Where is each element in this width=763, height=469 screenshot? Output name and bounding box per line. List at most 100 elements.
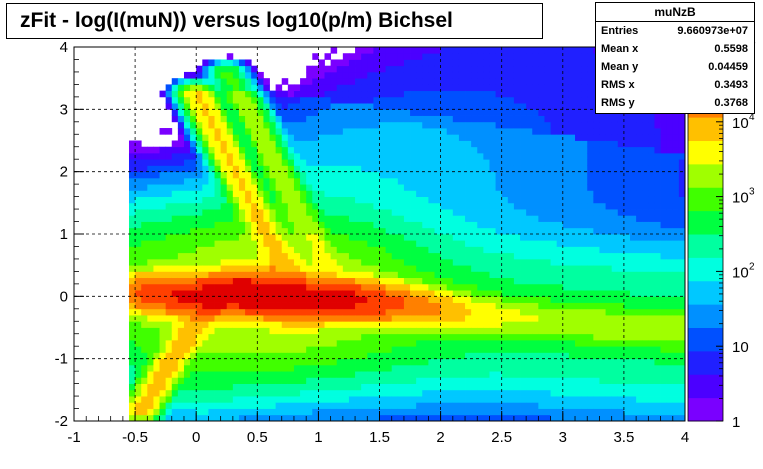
heatmap-cell [520,184,527,191]
heatmap-cell [434,134,441,141]
heatmap-cell [568,271,576,279]
heatmap-cell [654,389,661,397]
heatmap-cell [153,190,160,197]
heatmap-cell [232,277,240,285]
heatmap-cell [153,315,160,322]
heatmap-cell [275,364,283,372]
heatmap-cell [202,90,209,98]
heatmap-cell [318,221,325,229]
heatmap-cell [477,121,484,129]
heatmap-cell [593,396,600,403]
heatmap-cell [251,377,258,384]
heatmap-cell [373,121,380,129]
heatmap-cell [220,327,228,335]
heatmap-cell [153,321,160,328]
heatmap-cell [232,159,240,166]
heatmap-cell [507,190,515,197]
heatmap-cell [385,59,393,67]
heatmap-cell [556,271,564,279]
heatmap-cell [312,221,319,229]
heatmap-cell [355,165,362,173]
heatmap-cell [507,221,515,229]
heatmap-cell [434,171,441,179]
heatmap-cell [465,358,472,366]
heatmap-cell [568,227,576,235]
heatmap-cell [312,402,319,409]
heatmap-cell [483,209,490,216]
heatmap-cell [293,121,301,129]
heatmap-cell [373,115,380,123]
heatmap-cell [196,240,203,247]
heatmap-cell [330,165,338,173]
heatmap-cell [342,109,350,116]
heatmap-cell [196,115,203,123]
heatmap-cell [532,414,539,422]
heatmap-cell [605,227,613,235]
heatmap-cell [257,171,264,179]
heatmap-cell [361,389,368,397]
heatmap-cell [330,327,338,335]
heatmap-cell [275,271,283,279]
heatmap-cell [245,252,252,260]
heatmap-cell [208,333,215,341]
heatmap-cell [513,209,521,216]
heatmap-cell [324,190,332,197]
heatmap-cell [385,302,393,310]
heatmap-cell [630,265,637,272]
heatmap-cell [281,146,289,154]
heatmap-cell [452,327,460,335]
heatmap-cell [190,121,197,129]
heatmap-cell [507,227,515,235]
heatmap-cell [477,78,484,85]
heatmap-cell [202,128,209,135]
heatmap-cell [568,389,576,397]
heatmap-cell [465,414,472,422]
heatmap-cell [257,152,264,160]
heatmap-cell [581,215,588,222]
heatmap-cell [550,184,558,191]
heatmap-cell [581,308,588,316]
heatmap-cell [544,333,551,341]
heatmap-cell [220,190,228,197]
heatmap-cell [428,47,435,54]
heatmap-cell [538,371,545,378]
heatmap-cell [587,327,594,335]
heatmap-cell [593,408,600,416]
heatmap-cell [336,402,344,409]
heatmap-cell [379,152,387,160]
heatmap-cell [532,302,539,310]
heatmap-cell [171,308,179,316]
heatmap-cell [513,283,521,291]
heatmap-cell [171,327,179,335]
heatmap-cell [513,333,521,341]
heatmap-cell [293,352,301,360]
heatmap-cell [556,152,564,160]
heatmap-cell [373,221,380,229]
heatmap-cell [538,184,545,191]
heatmap-cell [208,78,215,85]
heatmap-cell [135,277,142,285]
heatmap-cell [495,290,503,297]
heatmap-cell [568,315,576,322]
heatmap-cell [190,358,197,366]
heatmap-cell [208,296,215,303]
heatmap-cell [648,121,655,129]
heatmap-cell [562,234,570,241]
heatmap-cell [550,352,558,360]
heatmap-cell [513,296,521,303]
heatmap-cell [513,177,521,185]
heatmap-cell [251,265,258,272]
heatmap-cell [202,383,209,391]
heatmap-cell [232,65,240,73]
heatmap-cell [153,277,160,285]
heatmap-cell [568,190,576,197]
heatmap-cell [214,265,222,272]
heatmap-cell [135,177,142,185]
heatmap-cell [355,140,362,148]
heatmap-cell [630,339,637,347]
heatmap-cell [623,327,631,335]
heatmap-cell [575,159,582,166]
heatmap-cell [428,159,435,166]
heatmap-cell [208,315,215,322]
heatmap-cell [477,358,484,366]
